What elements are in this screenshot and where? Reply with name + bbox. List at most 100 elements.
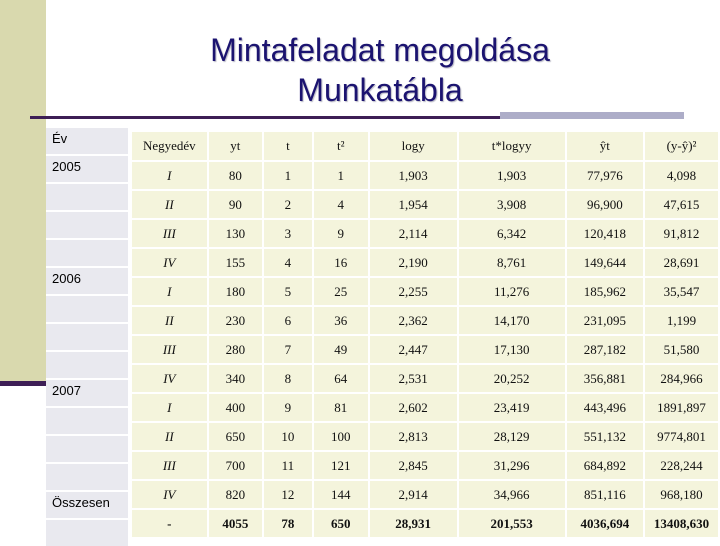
- value-cell: 228,244: [645, 452, 718, 479]
- quarter-cell: I: [132, 278, 207, 305]
- left-accent-rule: [0, 381, 46, 386]
- value-cell: 287,182: [566, 336, 644, 363]
- value-cell: 130: [208, 220, 262, 247]
- value-cell: 650: [313, 510, 368, 537]
- value-cell: 6,342: [458, 220, 565, 247]
- quarter-cell: IV: [132, 481, 207, 508]
- value-cell: 20,252: [458, 365, 565, 392]
- value-cell: 1,954: [369, 191, 457, 218]
- title-line-1: Mintafeladat megoldása: [210, 32, 550, 68]
- value-cell: 231,095: [566, 307, 644, 334]
- year-cell: [46, 212, 128, 238]
- value-cell: 155: [208, 249, 262, 276]
- value-cell: 9: [263, 394, 312, 421]
- table-row: III 130 3 9 2,114 6,342 120,418 91,812: [132, 220, 718, 247]
- value-cell: 820: [208, 481, 262, 508]
- value-cell: 5: [263, 278, 312, 305]
- column-header: t: [263, 132, 312, 160]
- table-row: II 230 6 36 2,362 14,170 231,095 1,199: [132, 307, 718, 334]
- table-row: II 650 10 100 2,813 28,129 551,132 9774,801: [132, 423, 718, 450]
- value-cell: 25: [313, 278, 368, 305]
- value-cell: 121: [313, 452, 368, 479]
- value-cell: 356,881: [566, 365, 644, 392]
- value-cell: 1: [263, 162, 312, 189]
- value-cell: 4055: [208, 510, 262, 537]
- value-cell: 16: [313, 249, 368, 276]
- year-cell: [46, 240, 128, 266]
- value-cell: 8,761: [458, 249, 565, 276]
- quarter-cell: -: [132, 510, 207, 537]
- year-cell: [46, 464, 128, 490]
- table-row: I 180 5 25 2,255 11,276 185,962 35,547: [132, 278, 718, 305]
- slide-title: Mintafeladat megoldása Munkatábla: [120, 30, 640, 110]
- year-column: Év 2005 2006 2007 Összesen: [46, 128, 128, 546]
- table-row: III 700 11 121 2,845 31,296 684,892 228,244: [132, 452, 718, 479]
- value-cell: 17,130: [458, 336, 565, 363]
- year-cell: [46, 408, 128, 434]
- value-cell: 2,190: [369, 249, 457, 276]
- value-cell: 149,644: [566, 249, 644, 276]
- value-cell: 28,129: [458, 423, 565, 450]
- value-cell: 3: [263, 220, 312, 247]
- value-cell: 77,976: [566, 162, 644, 189]
- year-column-header: Év: [46, 128, 128, 154]
- quarter-cell: IV: [132, 249, 207, 276]
- column-header: logy: [369, 132, 457, 160]
- value-cell: 31,296: [458, 452, 565, 479]
- value-cell: 100: [313, 423, 368, 450]
- value-cell: 28,691: [645, 249, 718, 276]
- value-cell: 2,447: [369, 336, 457, 363]
- value-cell: 443,496: [566, 394, 644, 421]
- title-line-2: Munkatábla: [297, 72, 463, 108]
- quarter-cell: II: [132, 423, 207, 450]
- table-row: III 280 7 49 2,447 17,130 287,182 51,580: [132, 336, 718, 363]
- value-cell: 2,813: [369, 423, 457, 450]
- quarter-cell: IV: [132, 365, 207, 392]
- value-cell: 36: [313, 307, 368, 334]
- value-cell: 23,419: [458, 394, 565, 421]
- value-cell: 11,276: [458, 278, 565, 305]
- year-cell: 2006: [46, 268, 128, 294]
- value-cell: 180: [208, 278, 262, 305]
- value-cell: 2,845: [369, 452, 457, 479]
- table-total-row: -4055 78 650 28,931 201,553 4036,694 13408,630: [132, 510, 718, 537]
- value-cell: 4: [263, 249, 312, 276]
- value-cell: 47,615: [645, 191, 718, 218]
- year-cell: [46, 436, 128, 462]
- year-cell: [46, 296, 128, 322]
- value-cell: 4: [313, 191, 368, 218]
- value-cell: 1,199: [645, 307, 718, 334]
- value-cell: 49: [313, 336, 368, 363]
- value-cell: 78: [263, 510, 312, 537]
- table-header-row: Negyedév yt t t² logy t*logyy ŷt (y-ŷ)²: [132, 132, 718, 160]
- value-cell: 9: [313, 220, 368, 247]
- value-cell: 9774,801: [645, 423, 718, 450]
- quarter-cell: III: [132, 336, 207, 363]
- value-cell: 7: [263, 336, 312, 363]
- value-cell: 284,966: [645, 365, 718, 392]
- quarter-cell: III: [132, 452, 207, 479]
- value-cell: 551,132: [566, 423, 644, 450]
- quarter-cell: I: [132, 394, 207, 421]
- value-cell: 201,553: [458, 510, 565, 537]
- value-cell: 90: [208, 191, 262, 218]
- table-row: IV 340 8 64 2,531 20,252 356,881 284,966: [132, 365, 718, 392]
- value-cell: 64: [313, 365, 368, 392]
- left-accent-bar: [0, 0, 46, 383]
- value-cell: 4036,694: [566, 510, 644, 537]
- value-cell: 12: [263, 481, 312, 508]
- value-cell: 34,966: [458, 481, 565, 508]
- value-cell: 851,116: [566, 481, 644, 508]
- value-cell: 96,900: [566, 191, 644, 218]
- value-cell: 11: [263, 452, 312, 479]
- value-cell: 8: [263, 365, 312, 392]
- year-cell: [46, 184, 128, 210]
- value-cell: 968,180: [645, 481, 718, 508]
- year-cell: 2007: [46, 380, 128, 406]
- value-cell: 2,914: [369, 481, 457, 508]
- value-cell: 2: [263, 191, 312, 218]
- value-cell: 35,547: [645, 278, 718, 305]
- column-header: yt: [208, 132, 262, 160]
- value-cell: 28,931: [369, 510, 457, 537]
- column-header: t*logyy: [458, 132, 565, 160]
